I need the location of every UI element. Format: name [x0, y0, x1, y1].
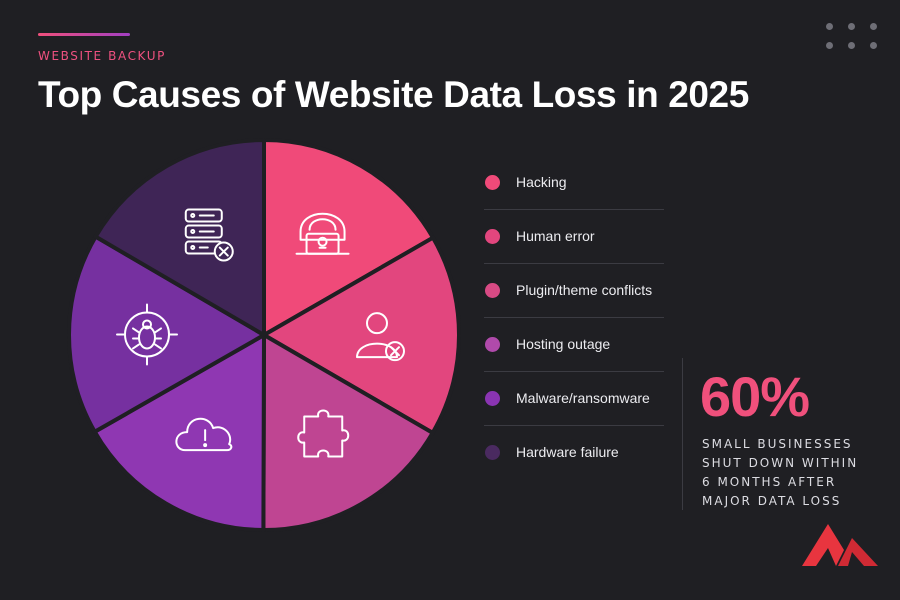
m-logo-icon [802, 524, 878, 566]
pie-slice [67, 234, 266, 434]
legend-item: Hacking [484, 156, 664, 210]
legend-swatch [485, 229, 500, 244]
legend-item: Hosting outage [484, 318, 664, 372]
legend-swatch [485, 283, 500, 298]
legend-item: Plugin/theme conflicts [484, 264, 664, 318]
accent-line [38, 33, 130, 36]
page-title: Top Causes of Website Data Loss in 2025 [38, 74, 749, 115]
legend-label: Hacking [516, 174, 567, 190]
stat-line: 6 MONTHS AFTER [702, 475, 837, 489]
legend-item: Hardware failure [484, 426, 664, 479]
cloud-alert-icon [175, 417, 233, 452]
legend-item: Malware/ransomware [484, 372, 664, 426]
legend-label: Human error [516, 228, 595, 244]
legend-label: Hosting outage [516, 336, 611, 352]
pie-slice [92, 333, 266, 532]
stat-divider [682, 358, 683, 510]
server-error-icon [184, 208, 234, 262]
legend-item: Human error [484, 210, 664, 264]
legend: Hacking Human error Plugin/theme conflicts… [484, 156, 664, 479]
legend-swatch [485, 391, 500, 406]
stat-value: 60% [700, 365, 810, 428]
stat-line: SMALL BUSINESSES [702, 437, 853, 451]
user-error-icon [355, 312, 405, 362]
pie-slice [262, 138, 435, 337]
pie-slice [93, 138, 266, 337]
legend-swatch [485, 445, 500, 460]
legend-label: Malware/ransomware [516, 390, 650, 406]
puzzle-piece-icon [297, 409, 350, 458]
stat-line: MAJOR DATA LOSS [702, 494, 842, 508]
hacker-icon [295, 212, 350, 255]
legend-label: Plugin/theme conflicts [516, 282, 653, 298]
bug-target-icon [116, 303, 179, 366]
legend-swatch [485, 175, 500, 190]
legend-swatch [485, 337, 500, 352]
pie-slice [262, 235, 461, 435]
dot-grid-icon [826, 23, 878, 53]
stat-line: SHUT DOWN WITHIN [702, 456, 859, 470]
kicker-label: WEBSITE BACKUP [38, 49, 166, 63]
stat-description: SMALL BUSINESSES SHUT DOWN WITHIN 6 MONT… [702, 435, 892, 511]
legend-label: Hardware failure [516, 444, 619, 460]
